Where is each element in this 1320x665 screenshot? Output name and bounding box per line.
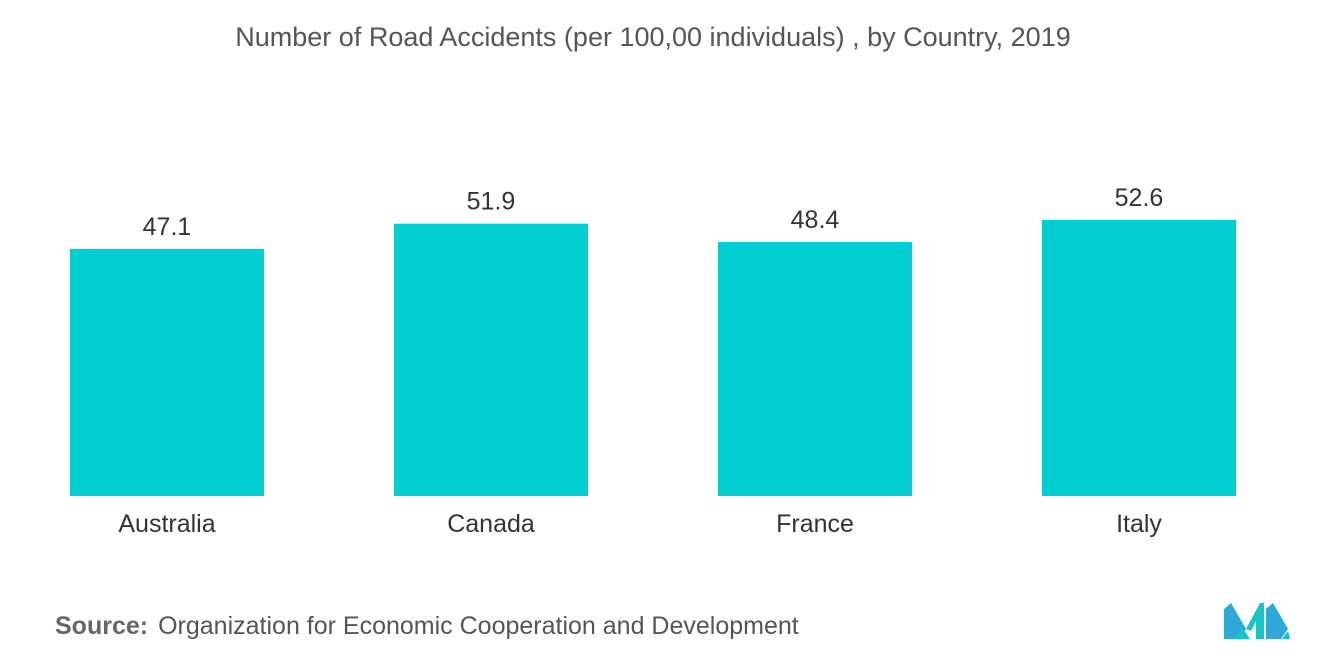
bar-italy: [1042, 220, 1236, 496]
bar-chart: 47.1 51.9 48.4 52.6 Australia Canada France It…: [70, 184, 1236, 538]
mordor-intelligence-logo-icon: [1224, 603, 1290, 639]
source-prefix: Source:: [55, 612, 149, 640]
logo-mid-stroke: [1246, 603, 1264, 639]
category-label-italy: Italy: [1116, 510, 1162, 538]
category-label-canada: Canada: [447, 510, 535, 538]
chart-title: Number of Road Accidents (per 100,00 ind…: [235, 22, 1071, 52]
bar-canada: [394, 223, 588, 496]
source-text: Organization for Economic Cooperation an…: [158, 612, 799, 640]
bar-france: [718, 242, 912, 496]
value-label-australia: 47.1: [143, 213, 192, 241]
logo-right-stroke: [1266, 603, 1288, 639]
category-label-france: France: [776, 510, 854, 538]
logo-left-inner: [1234, 627, 1250, 639]
logo-right-inner: [1282, 631, 1290, 639]
value-label-italy: 52.6: [1115, 184, 1164, 212]
value-label-canada: 51.9: [467, 188, 516, 216]
bars-layer: [70, 220, 1236, 496]
bar-australia: [70, 248, 264, 496]
value-label-france: 48.4: [791, 206, 840, 234]
category-labels-layer: Australia Canada France Italy: [118, 510, 1162, 538]
value-labels-layer: 47.1 51.9 48.4 52.6: [143, 184, 1164, 241]
category-label-australia: Australia: [118, 510, 215, 538]
source-line: Source: Organization for Economic Coopera…: [55, 612, 799, 641]
